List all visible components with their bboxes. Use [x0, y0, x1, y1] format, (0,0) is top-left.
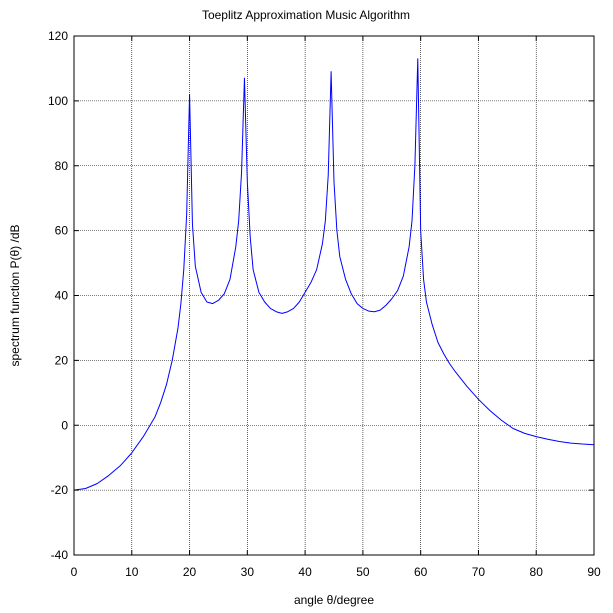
x-tick-label: 60: [414, 565, 428, 579]
y-tick-label: 100: [48, 94, 68, 108]
y-axis: -40 -20 0 20 40 60 80 100 120: [48, 29, 594, 562]
y-axis-label: spectrum function P(θ) /dB: [8, 224, 22, 366]
series-layer: [73, 58, 595, 491]
x-tick-label: 90: [587, 565, 601, 579]
y-tick-label: 60: [55, 224, 69, 238]
y-tick-label: 40: [55, 289, 69, 303]
series-line: [73, 58, 595, 491]
chart-title: Toeplitz Approximation Music Algorithm: [202, 8, 410, 22]
y-tick-label: 120: [48, 29, 68, 43]
x-axis: 0 10 20 30 40 50 60 70 80 90: [71, 36, 601, 579]
y-tick-label: -40: [51, 548, 69, 562]
y-tick-label: -20: [51, 483, 69, 497]
y-tick-label: 0: [61, 418, 68, 432]
y-tick-label: 80: [55, 159, 69, 173]
y-tick-label: 20: [55, 353, 69, 367]
x-tick-label: 20: [183, 565, 197, 579]
x-tick-label: 0: [71, 565, 78, 579]
x-tick-label: 30: [241, 565, 255, 579]
x-tick-label: 70: [472, 565, 486, 579]
x-tick-label: 40: [298, 565, 312, 579]
x-axis-label: angle θ/degree: [294, 593, 374, 607]
x-tick-label: 50: [356, 565, 370, 579]
x-tick-label: 10: [125, 565, 139, 579]
x-tick-label: 80: [530, 565, 544, 579]
